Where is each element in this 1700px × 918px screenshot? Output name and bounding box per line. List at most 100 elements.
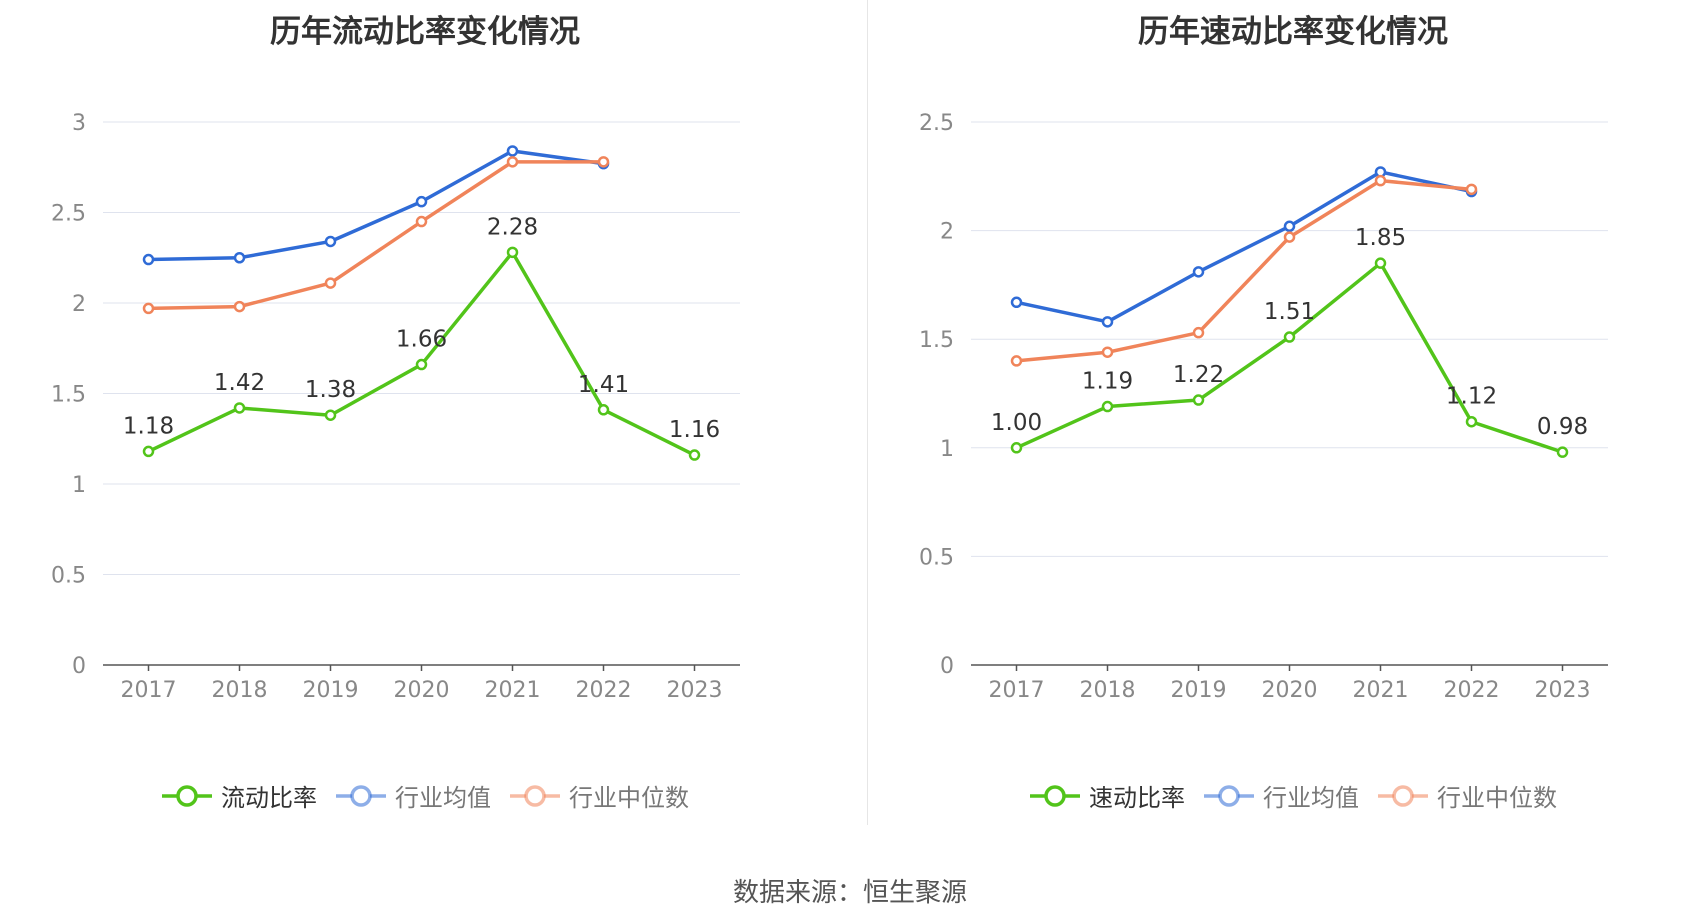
data-point (233, 300, 246, 313)
data-point (1101, 316, 1114, 328)
data-point (233, 252, 246, 264)
data-point (1465, 415, 1478, 428)
data-point (142, 302, 155, 315)
data-point (597, 404, 610, 416)
data-point (1556, 446, 1569, 458)
data-point (506, 145, 519, 157)
x-tick-label: 2023 (1535, 678, 1591, 703)
data-point (1374, 174, 1387, 187)
line-chart-current-ratio: 0 0.5 1 1.5 2 2.5 3 2017 2018 2019 2020 2021 2022 202… (51, 111, 740, 703)
y-tick-label: 1 (72, 473, 86, 498)
data-point (1101, 400, 1114, 413)
y-tick-label: 1.5 (919, 328, 954, 353)
data-point (1374, 257, 1387, 269)
data-point (324, 277, 337, 289)
data-point (688, 449, 701, 461)
y-tick-label: 2 (72, 292, 86, 317)
y-tick-label: 0.5 (51, 564, 86, 589)
x-tick-label: 2022 (1444, 678, 1500, 703)
data-label: 1.00 (991, 410, 1042, 436)
x-tick-label: 2021 (485, 678, 541, 703)
series-line-0 (1015, 261, 1564, 454)
x-tick-label: 2023 (667, 678, 723, 703)
data-point (1283, 231, 1296, 243)
data-label: 1.18 (123, 413, 174, 439)
data-label: 1.85 (1355, 225, 1406, 251)
x-tick-label: 2021 (1353, 678, 1409, 703)
legend-label: 行业中位数 (569, 784, 689, 812)
data-label: 1.12 (1446, 384, 1497, 410)
legend-item-1[interactable]: 行业均值 (335, 778, 491, 813)
data-label: 1.41 (578, 372, 629, 398)
series-line-2 (1016, 178, 1472, 363)
series-line-2 (148, 160, 604, 311)
data-label: 1.66 (396, 327, 447, 353)
chart-legend: 速动比率 行业均值 行业中位数 (868, 778, 1700, 813)
data-point (324, 409, 337, 421)
series-line-0 (147, 250, 696, 457)
y-tick-label: 2.5 (51, 202, 86, 227)
x-tick-label: 2020 (394, 678, 450, 703)
legend-item-2[interactable]: 行业中位数 (509, 778, 689, 813)
series-line-1 (148, 149, 604, 262)
data-point (415, 215, 428, 228)
data-point (1192, 326, 1205, 339)
legend-item-1[interactable]: 行业均值 (1203, 778, 1359, 813)
x-tick-label: 2017 (121, 678, 177, 703)
data-label: 2.28 (487, 214, 538, 240)
line-chart-quick-ratio: 0 0.5 1 1.5 2 2.5 2017 2018 2019 2020 2021 2022 2023… (919, 111, 1608, 703)
series-line-1 (1016, 170, 1472, 324)
chart-panel-current-ratio: 历年流动比率变化情况 0 0.5 1 1.5 2 2.5 3 2017 2018 2019 2020… (0, 0, 850, 830)
data-label: 1.19 (1082, 369, 1133, 395)
data-point (1465, 183, 1478, 196)
data-label: 1.51 (1264, 299, 1315, 325)
data-point (506, 156, 519, 168)
legend-label: 行业中位数 (1437, 784, 1557, 812)
legend-marker-icon (336, 784, 386, 807)
data-point (597, 156, 610, 168)
data-point (1010, 442, 1023, 454)
y-tick-label: 2 (940, 220, 954, 245)
legend-item-0[interactable]: 流动比率 (161, 778, 317, 813)
legend-item-2[interactable]: 行业中位数 (1377, 778, 1557, 813)
x-tick-label: 2019 (1171, 678, 1227, 703)
data-point (1283, 331, 1296, 343)
legend-marker-icon (1378, 784, 1428, 807)
legend-marker-icon (1030, 784, 1080, 807)
data-point (233, 402, 246, 414)
data-point (142, 445, 155, 458)
x-tick-label: 2020 (1262, 678, 1318, 703)
x-tick-label: 2018 (212, 678, 268, 703)
y-tick-label: 3 (72, 111, 86, 136)
legend-label: 速动比率 (1089, 784, 1185, 812)
legend-label: 流动比率 (221, 784, 317, 812)
legend-marker-icon (510, 784, 560, 807)
legend-label: 行业均值 (395, 784, 491, 812)
chart-title: 历年速动比率变化情况 (1138, 14, 1448, 50)
data-source-note: 数据来源：恒生聚源 (732, 878, 967, 908)
data-point (1283, 220, 1296, 233)
data-point (1010, 296, 1023, 309)
data-label: 1.38 (305, 377, 356, 403)
x-tick-label: 2022 (576, 678, 632, 703)
y-tick-label: 1 (940, 437, 954, 462)
y-tick-label: 0 (940, 654, 954, 679)
data-point (1192, 394, 1205, 406)
y-tick-label: 2.5 (919, 111, 954, 136)
data-point (1010, 355, 1023, 367)
data-label: 0.98 (1537, 414, 1588, 440)
x-tick-label: 2019 (303, 678, 359, 703)
legend-item-0[interactable]: 速动比率 (1029, 778, 1185, 813)
data-point (506, 246, 519, 259)
y-tick-label: 0.5 (919, 545, 954, 570)
data-point (415, 195, 428, 208)
x-tick-label: 2018 (1080, 678, 1136, 703)
y-tick-label: 0 (72, 654, 86, 679)
data-point (1192, 266, 1205, 278)
panel-divider (867, 0, 868, 825)
data-point (324, 235, 337, 248)
legend-marker-icon (1204, 784, 1254, 807)
y-tick-label: 1.5 (51, 383, 86, 408)
x-tick-label: 2017 (989, 678, 1045, 703)
chart-panel-quick-ratio: 历年速动比率变化情况 0 0.5 1 1.5 2 2.5 2017 2018 2019 2020 2… (868, 0, 1700, 830)
